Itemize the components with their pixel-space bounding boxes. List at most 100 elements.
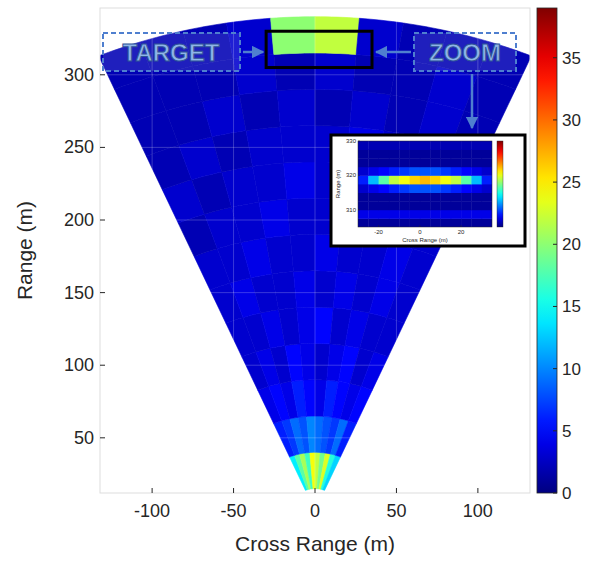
heat-cell [358,167,369,176]
tick [100,147,105,148]
heat-cell [440,141,451,150]
heat-cell [410,184,421,193]
tick [358,175,360,176]
heat-cell [420,193,431,202]
heat-cell [482,158,492,167]
heat-cell [374,318,404,357]
heat-cell [430,158,441,167]
heat-cell [389,175,400,184]
colorbar-tick [553,368,557,369]
tick-label: 50 [386,501,406,521]
heat-cell [451,175,462,184]
heat-cell [461,184,472,193]
grid-line [396,8,397,493]
axis-title: Cross Range (m) [235,532,395,555]
heat-cell [368,150,379,159]
colorbar-tick [553,244,557,245]
heat-cell [400,249,436,290]
heat-cell [440,184,451,193]
heat-cell [461,210,472,219]
tick [152,488,153,493]
tick-label: 0 [418,229,422,235]
annotation-box [103,33,240,71]
heat-cell [451,201,462,210]
heat-cell [272,272,297,310]
colorbar-tick [553,57,557,58]
heat-cell [461,175,472,184]
colorbar-label: 35 [562,49,581,68]
heat-cell [358,158,369,167]
heat-cell [420,158,431,167]
tick-label: 320 [346,172,357,178]
colorbar-tick [553,493,557,494]
colorbar-label: 10 [562,360,581,379]
tick-label: -100 [134,501,170,521]
heat-cell [451,150,462,159]
heat-cell [202,95,246,137]
heat-cell [361,352,388,390]
heat-cell [399,158,410,167]
heat-cell [430,175,441,184]
heat-cell [271,17,315,55]
grid-line [100,74,530,75]
heat-cell [451,141,462,150]
heat-cell [399,201,410,210]
tick [358,209,360,210]
heat-cell [461,201,472,210]
heat-cell [451,158,462,167]
heat-cell [389,193,400,202]
heat-cell [246,127,284,167]
heat-cell [471,175,482,184]
tick [100,437,105,438]
heat-cell [482,141,492,150]
heat-cell [389,210,400,219]
heat-cell [461,218,472,227]
tick-label: 100 [64,355,94,375]
heat-cell [399,150,410,159]
inset-heatmap [358,141,492,227]
tick-label: 50 [74,428,94,448]
heat-cell [482,218,492,227]
grid-line [477,8,478,493]
zoom-box [266,31,372,67]
colorbar [537,8,557,493]
heat-cell [420,184,431,193]
heat-cell [389,167,400,176]
heat-cell [482,193,492,202]
heat-cell [358,175,369,184]
heat-cell [336,421,357,457]
heat-cell [323,455,341,490]
heat-cell [482,201,492,210]
heat-cell [420,210,431,219]
colorbar-label: 30 [562,111,581,130]
heat-cell [379,175,390,184]
tick [100,220,105,221]
grid-line [100,292,530,293]
heat-cell [368,175,379,184]
heat-cell [389,184,400,193]
heat-cell [358,210,369,219]
colorbar-tick [553,182,557,183]
tick [100,74,105,75]
heat-cell [315,89,353,127]
tick [100,365,105,366]
heat-cell [420,167,431,176]
heat-cell [399,175,410,184]
heat-cell [399,218,410,227]
heat-cell [410,175,421,184]
tick-label: 250 [64,137,94,157]
heat-cell [358,218,369,227]
heat-cell [379,158,390,167]
heat-cell [461,167,472,176]
heat-cell [461,158,472,167]
tick [233,488,234,493]
heat-cell [410,150,421,159]
annotation-box [414,33,516,71]
grid-line [100,365,530,366]
heat-cell [310,452,315,488]
heat-cell [303,380,315,417]
heat-cell [399,184,410,193]
heat-cell [379,210,390,219]
heat-cell [482,150,492,159]
heat-cell [440,193,451,202]
